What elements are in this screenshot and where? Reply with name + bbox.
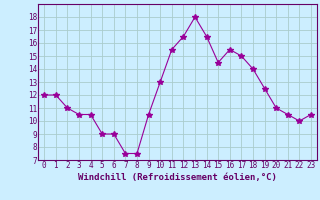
- X-axis label: Windchill (Refroidissement éolien,°C): Windchill (Refroidissement éolien,°C): [78, 173, 277, 182]
